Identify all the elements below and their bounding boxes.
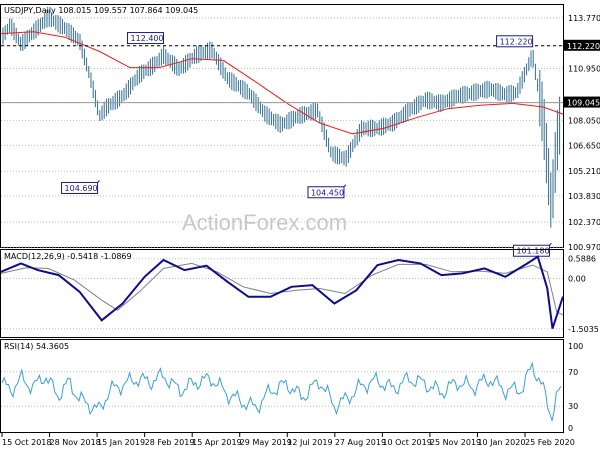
macd-panel: 0.5886 0.00 -1.5035 MACD(12,26,9) -0.5418 … <box>0 249 599 338</box>
annotation-leader <box>343 184 347 188</box>
rsi-tick-label: 70 <box>568 368 578 377</box>
ref-level-tag-label: 112.220 <box>567 42 600 51</box>
annotation-box <box>61 181 99 194</box>
price-tag: 109.045 <box>564 96 600 108</box>
macd-line <box>0 255 564 329</box>
macd-panel-frame <box>0 249 564 338</box>
time-tick-label: 10 Jan 2020 <box>477 438 525 447</box>
rsi-tick-label: 30 <box>568 402 578 411</box>
rsi-header: RSI(14) 54.3605 <box>4 342 69 351</box>
ref-level-tag: 112.220 <box>564 39 600 51</box>
rsi-panel-frame <box>0 339 564 433</box>
time-tick-label: 25 Nov 2019 <box>430 438 481 447</box>
annotation-leader <box>549 242 552 246</box>
price-tick-label: 106.650 <box>568 141 600 150</box>
annotation-label: 112.220 <box>500 37 533 46</box>
price-tag-label: 109.045 <box>567 99 600 108</box>
price-bars <box>2 9 561 228</box>
time-tick-label: 27 Aug 2019 <box>335 438 386 447</box>
time-tick-label: 25 Feb 2020 <box>525 438 575 447</box>
price-panel-frame <box>0 4 564 248</box>
price-axis: 113.770 110.950 108.050 106.650 105.210 103.8… <box>568 14 600 252</box>
rsi-tick-label: 100 <box>568 342 583 351</box>
annotation-label: 104.690 <box>65 184 98 193</box>
macd-tick-label: 0.5886 <box>568 255 596 264</box>
time-tick-label: 28 Feb 2019 <box>145 438 195 447</box>
rsi-tick-label: 0 <box>568 424 573 433</box>
price-tick-label: 113.770 <box>568 14 600 23</box>
annotation-box <box>512 244 550 257</box>
macd-tick-label: 0.00 <box>568 274 586 283</box>
time-tick-label: 15 Jan 2019 <box>97 438 145 447</box>
price-panel: ActionForex.com 104.690 112.400 104.450 112… <box>0 4 600 257</box>
rsi-grid <box>1 371 563 407</box>
time-tick-label: 15 Oct 2018 <box>2 438 51 447</box>
price-tick-label: 103.830 <box>568 192 600 201</box>
price-tick-label: 102.370 <box>568 218 600 227</box>
annotation-box <box>496 35 534 48</box>
time-tick-label: 10 Oct 2019 <box>382 438 431 447</box>
annotation-box <box>307 186 345 199</box>
price-tick-label: 108.050 <box>568 116 600 125</box>
macd-signal-line <box>0 262 564 316</box>
price-tick-label: 105.210 <box>568 167 600 176</box>
time-tick-label: 28 Nov 2018 <box>50 438 101 447</box>
time-tick-label: 29 May 2019 <box>240 438 292 447</box>
price-tick-label: 100.970 <box>568 243 600 252</box>
macd-axis: 0.5886 0.00 -1.5035 <box>568 255 599 334</box>
price-annotations: 104.690 112.400 104.450 112.220 101.180 <box>61 32 552 257</box>
annotation-label: 112.400 <box>131 34 164 43</box>
moving-average-line <box>0 31 564 135</box>
price-header: USDJPY,Daily 108.015 109.557 107.864 109… <box>4 6 198 15</box>
macd-header: MACD(12,26,9) -0.5418 -1.0869 <box>4 252 132 261</box>
annotation-label: 101.180 <box>516 247 549 256</box>
watermark: ActionForex.com <box>182 210 347 235</box>
time-tick-label: 15 Apr 2019 <box>192 438 241 447</box>
rsi-line <box>1 361 562 423</box>
time-tick-label: 12 Jul 2019 <box>287 438 332 447</box>
annotation-box <box>127 32 165 45</box>
rsi-panel: 100 70 30 0 RSI(14) 54.3605 <box>0 339 583 433</box>
annotation-label: 104.450 <box>311 188 344 197</box>
macd-grid <box>1 258 563 330</box>
macd-tick-label: -1.5035 <box>568 325 599 334</box>
price-tick-label: 110.950 <box>568 64 600 73</box>
annotation-leader <box>97 180 100 183</box>
rsi-axis: 100 70 30 0 <box>568 342 583 433</box>
